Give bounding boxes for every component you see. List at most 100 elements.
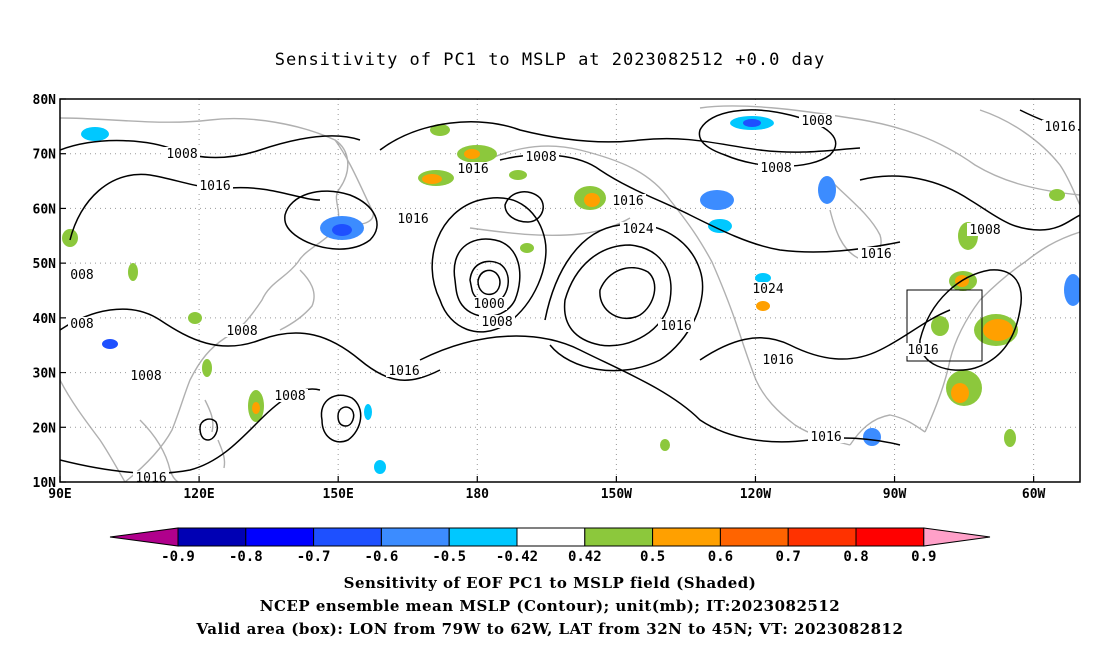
lat-tick-label: 80N: [33, 93, 57, 108]
contour-label: 1024: [752, 282, 783, 297]
colorbar-tick-label: 0.9: [911, 549, 936, 565]
caption-shading: Sensitivity of EOF PC1 to MSLP field (Sh…: [343, 574, 757, 592]
contour-label: 1016: [660, 319, 691, 334]
colorbar-tick-label: 0.6: [708, 549, 733, 565]
shade-blob-positive: [188, 312, 202, 324]
contour-line: [453, 238, 521, 318]
contour-label: 1016: [199, 179, 230, 194]
coastline-japan: [279, 269, 315, 331]
contour-label-bg: [620, 222, 656, 235]
contour-label-layer: 1008 1016 1008 1016 1008 1016 1000 1008 1016 1024…: [68, 114, 1078, 486]
contour-line: [320, 394, 362, 443]
lat-tick-label: 40N: [33, 312, 57, 327]
colorbar-tick-label: 0.5: [640, 549, 665, 565]
coastline-aleutians: [469, 217, 631, 236]
contour-label-bg: [658, 319, 694, 332]
contour-label-bg: [224, 324, 260, 337]
coastline-kamchatka: [334, 139, 374, 225]
contour-label: 1008: [801, 114, 832, 129]
contour-label: 1008: [969, 223, 1000, 238]
contour-line: [431, 197, 547, 333]
colorbar-segment: [584, 527, 654, 547]
shade-blob-positive: [951, 383, 969, 403]
contour-label: 1008: [481, 315, 512, 330]
contour-label: 1016: [388, 364, 419, 379]
colorbar-tick-label: 0.42: [568, 549, 602, 565]
shade-blob-negative: [700, 190, 734, 210]
contour-label-bg: [386, 364, 422, 377]
contour-line: [504, 191, 544, 223]
valid-area-box: [906, 289, 983, 362]
colorbar-segment: [380, 527, 450, 547]
contour-line: [60, 308, 441, 381]
shade-blob-positive: [584, 193, 600, 207]
colorbar-end-triangle-left: [109, 527, 179, 547]
colorbar-segment: [652, 527, 721, 547]
sensitivity-shading: [62, 116, 1080, 474]
colorbar-tick-label: -0.8: [229, 549, 263, 565]
colorbar-tick-label: -0.7: [297, 549, 331, 565]
shade-blob-positive: [1049, 189, 1065, 201]
colorbar-segment: [719, 527, 789, 547]
contour-label-bg: [808, 430, 844, 443]
graticule: [60, 99, 1080, 482]
shade-blob-negative: [863, 428, 881, 446]
contour-line: [563, 244, 672, 347]
contour-label: 1016: [1044, 120, 1075, 135]
lat-tick-label: 10N: [33, 476, 57, 491]
contour-label-bg: [68, 317, 96, 330]
contour-label-bg: [272, 389, 308, 402]
contour-line: [599, 267, 656, 320]
shade-blob-positive: [202, 359, 212, 377]
coastline-asia: [60, 117, 349, 482]
shade-blob-negative: [755, 273, 771, 283]
colorbar-segment: [177, 527, 247, 547]
shade-blob-positive: [756, 301, 770, 311]
contour-label: 1000: [473, 297, 504, 312]
colorbar-tick-label: -0.6: [365, 549, 399, 565]
lon-tick-label: 150W: [601, 487, 632, 502]
shade-blob-positive: [983, 319, 1013, 341]
contour-label-bg: [750, 282, 786, 295]
lon-tick-label: 180: [466, 487, 490, 502]
contour-label: 1016: [907, 343, 938, 358]
coastline-philippines: [204, 399, 226, 469]
coastline-na-east: [924, 231, 1080, 433]
contour-line: [699, 309, 951, 361]
contour-label-bg: [68, 268, 96, 281]
coastline-greenland: [979, 109, 1080, 206]
contour-label-bg: [858, 247, 894, 260]
contour-label-bg: [1042, 120, 1078, 133]
map-frame: [59, 98, 1081, 483]
contour-label-bg: [128, 369, 164, 382]
contour-line: [499, 154, 901, 253]
contour-label-bg: [523, 150, 559, 163]
colorbar-tick-label: 0.8: [843, 549, 868, 565]
contour-label: 1008: [525, 150, 556, 165]
contour-label: 1008: [130, 369, 161, 384]
caption-valid-area: Valid area (box): LON from 79W to 62W, L…: [196, 620, 904, 638]
contour-label: 008: [70, 268, 93, 283]
contour-label: 1016: [762, 353, 793, 368]
coastline-arctic-na: [699, 105, 1080, 196]
lat-tick-label: 60N: [33, 202, 57, 217]
map-panel: 1008 1016 1008 1016 1008 1016 1000 1008 1016 1024…: [33, 93, 1081, 502]
coastline-india: [60, 379, 126, 482]
shade-blob-positive: [464, 149, 480, 159]
contour-label: 1016: [810, 430, 841, 445]
shade-blob-negative: [102, 339, 118, 349]
contour-label: 1008: [760, 161, 791, 176]
contour-line: [544, 223, 704, 372]
shade-blob-positive: [128, 263, 138, 281]
lat-tick-label: 30N: [33, 367, 57, 382]
shade-blob-positive: [520, 243, 534, 253]
colorbar: -0.9 -0.8 -0.7 -0.6 -0.5 -0.42 0.42 0.5 0.6 0.7 0.…: [109, 527, 991, 565]
coastline-gulf: [849, 414, 926, 446]
contour-line: [337, 406, 355, 427]
chart-title: Sensitivity of PC1 to MSLP at 2023082512…: [274, 50, 826, 70]
coastline-indochina: [139, 419, 179, 482]
lon-tick-label: 150E: [323, 487, 354, 502]
contour-label-bg: [471, 297, 507, 310]
lon-tick-label: 60W: [1022, 487, 1046, 502]
lat-tick-label: 20N: [33, 421, 57, 436]
